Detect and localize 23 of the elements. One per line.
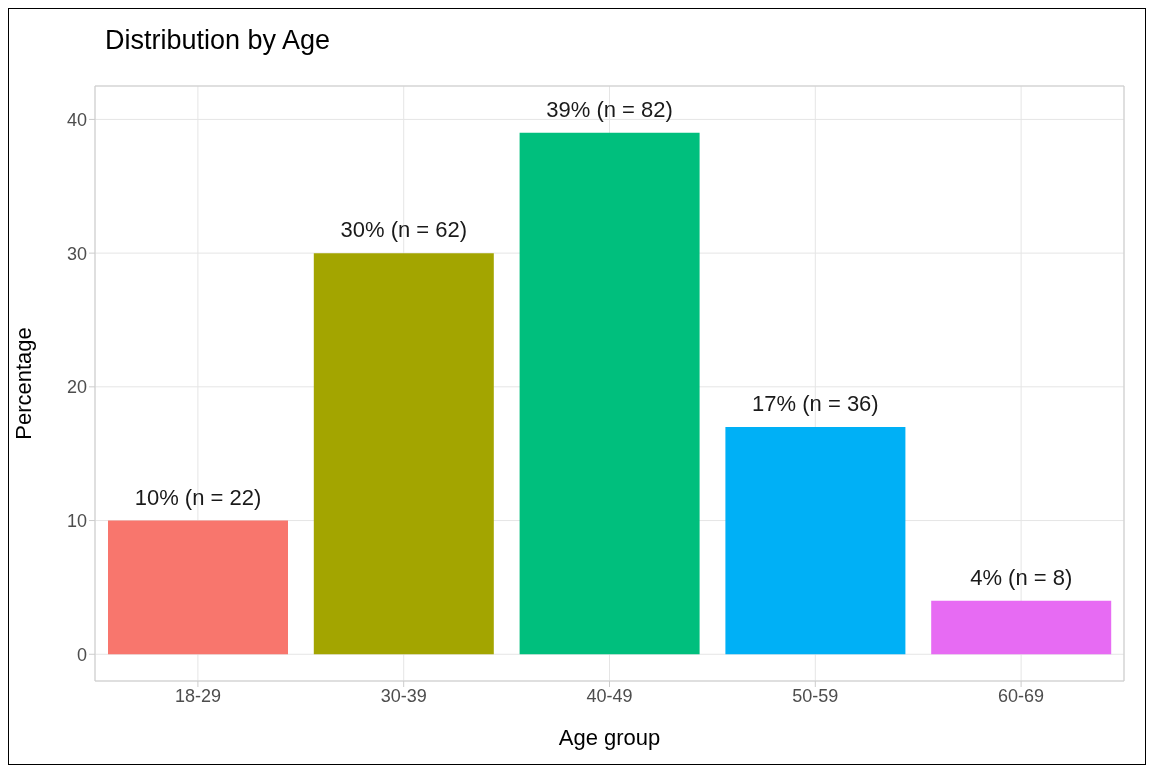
y-axis-title: Percentage	[10, 327, 36, 440]
bar	[931, 600, 1112, 655]
x-tick-label: 18-29	[174, 685, 221, 706]
x-tick-label: 30-39	[380, 685, 427, 706]
y-tick-label: 20	[66, 377, 87, 398]
data-label: 17% (n = 36)	[752, 390, 879, 416]
data-label: 10% (n = 22)	[134, 484, 262, 510]
y-tick-label: 40	[66, 109, 87, 130]
data-label: 39% (n = 82)	[546, 96, 673, 122]
y-tick-label: 0	[76, 644, 87, 665]
data-label: 30% (n = 62)	[340, 217, 468, 243]
x-tick-label: 50-59	[792, 685, 839, 706]
x-tick-label: 40-49	[586, 685, 633, 706]
data-label: 4% (n = 8)	[970, 564, 1073, 590]
bar	[108, 520, 288, 655]
y-tick-label: 10	[66, 510, 87, 531]
bar	[519, 132, 700, 655]
y-tick-label: 30	[66, 243, 87, 264]
x-axis-title: Age group	[558, 725, 661, 750]
bar	[313, 253, 494, 655]
x-tick-label: 60-69	[998, 685, 1045, 706]
bar	[725, 426, 906, 655]
chart-title: Distribution by Age	[105, 25, 331, 56]
